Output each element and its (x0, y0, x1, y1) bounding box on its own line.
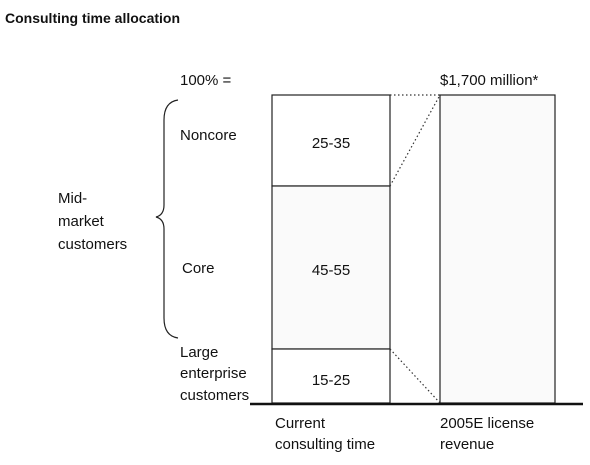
segment-label: Core (182, 260, 215, 277)
segment-value: 45-55 (312, 262, 350, 279)
column-label: revenue (440, 436, 494, 453)
column-label: 2005E license (440, 415, 534, 432)
revenue-box (439, 94, 556, 404)
segment-box (271, 94, 391, 187)
group-label: customers (58, 236, 127, 253)
segment-label: enterprise (180, 365, 247, 382)
segment-value: 15-25 (312, 372, 350, 389)
connectors (389, 94, 441, 404)
segment-label: Noncore (180, 127, 237, 144)
group-label: Mid- (58, 190, 87, 207)
total-value: $1,700 million* (440, 72, 539, 89)
title: Consulting time allocation (5, 10, 180, 26)
brace (155, 99, 179, 339)
group-label: market (58, 213, 105, 230)
segment-value: 25-35 (312, 135, 350, 152)
column-label: Current (275, 415, 326, 432)
segment-label: customers (180, 387, 249, 404)
segment-box (271, 348, 391, 404)
column-label: consulting time (275, 436, 375, 453)
total-label: 100% = (180, 72, 232, 89)
segment-box (271, 185, 391, 350)
segment-label: Large (180, 344, 218, 361)
